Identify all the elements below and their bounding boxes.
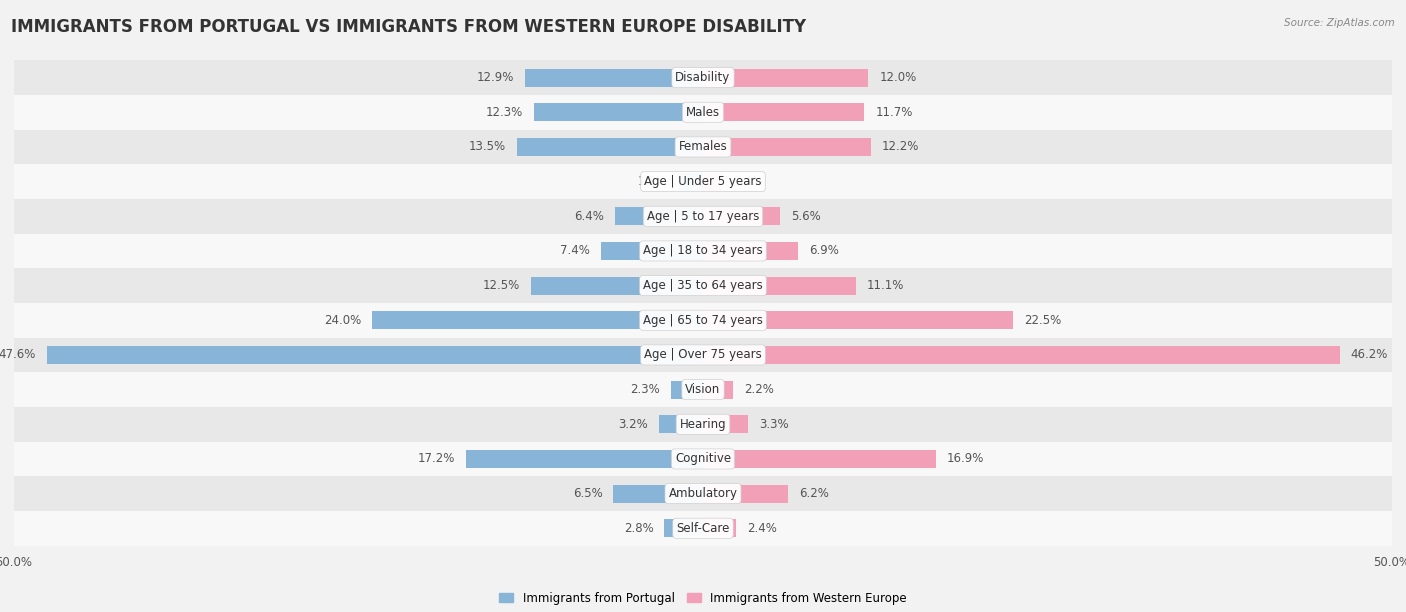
Bar [373,312,703,329]
Text: 46.2%: 46.2% [1351,348,1388,362]
Bar [465,450,703,468]
Text: Age | 65 to 74 years: Age | 65 to 74 years [643,314,763,327]
Bar [703,138,872,156]
Bar [14,130,1392,164]
Text: Age | 5 to 17 years: Age | 5 to 17 years [647,210,759,223]
Text: 6.2%: 6.2% [800,487,830,500]
Bar [703,173,723,190]
Bar [14,199,1392,234]
Bar [600,242,703,260]
Text: 2.3%: 2.3% [630,383,661,396]
Bar [14,164,1392,199]
Bar [14,95,1392,130]
Bar [531,277,703,294]
Text: 12.9%: 12.9% [477,71,515,84]
Text: Age | 18 to 34 years: Age | 18 to 34 years [643,244,763,258]
Bar [14,442,1392,476]
Bar [14,372,1392,407]
Bar [703,207,780,225]
Text: 7.4%: 7.4% [560,244,591,258]
Text: 3.3%: 3.3% [759,418,789,431]
Text: 16.9%: 16.9% [946,452,984,466]
Text: 2.2%: 2.2% [744,383,775,396]
Bar [665,519,703,537]
Text: 22.5%: 22.5% [1024,314,1062,327]
Bar [703,519,737,537]
Text: 1.8%: 1.8% [637,175,668,188]
Bar [703,381,734,398]
Text: Age | Under 5 years: Age | Under 5 years [644,175,762,188]
Text: 3.2%: 3.2% [619,418,648,431]
Text: 11.1%: 11.1% [868,279,904,292]
Bar [703,485,789,502]
Text: Self-Care: Self-Care [676,522,730,535]
Text: 5.6%: 5.6% [792,210,821,223]
Bar [14,303,1392,338]
Text: 12.2%: 12.2% [882,140,920,154]
Bar [614,207,703,225]
Bar [703,450,936,468]
Text: Males: Males [686,106,720,119]
Bar [703,346,1340,364]
Bar [14,234,1392,268]
Text: 6.4%: 6.4% [574,210,603,223]
Text: 17.2%: 17.2% [418,452,456,466]
Text: Vision: Vision [685,383,721,396]
Text: 12.5%: 12.5% [482,279,520,292]
Text: 12.0%: 12.0% [879,71,917,84]
Text: Source: ZipAtlas.com: Source: ZipAtlas.com [1284,18,1395,28]
Text: Age | 35 to 64 years: Age | 35 to 64 years [643,279,763,292]
Text: 24.0%: 24.0% [323,314,361,327]
Bar [14,407,1392,442]
Text: 2.4%: 2.4% [747,522,778,535]
Text: Hearing: Hearing [679,418,727,431]
Text: IMMIGRANTS FROM PORTUGAL VS IMMIGRANTS FROM WESTERN EUROPE DISABILITY: IMMIGRANTS FROM PORTUGAL VS IMMIGRANTS F… [11,18,807,36]
Bar [517,138,703,156]
Text: 12.3%: 12.3% [485,106,523,119]
Bar [703,103,865,121]
Bar [671,381,703,398]
Bar [14,60,1392,95]
Text: 6.5%: 6.5% [572,487,602,500]
Text: 6.9%: 6.9% [808,244,839,258]
Bar [526,69,703,87]
Bar [14,511,1392,546]
Bar [14,268,1392,303]
Text: Ambulatory: Ambulatory [668,487,738,500]
Legend: Immigrants from Portugal, Immigrants from Western Europe: Immigrants from Portugal, Immigrants fro… [495,587,911,610]
Bar [48,346,703,364]
Bar [613,485,703,502]
Text: 1.4%: 1.4% [734,175,763,188]
Text: 13.5%: 13.5% [468,140,506,154]
Text: 11.7%: 11.7% [875,106,912,119]
Text: Age | Over 75 years: Age | Over 75 years [644,348,762,362]
Bar [14,476,1392,511]
Bar [659,416,703,433]
Bar [703,312,1012,329]
Bar [703,69,869,87]
Text: 2.8%: 2.8% [624,522,654,535]
Bar [14,338,1392,372]
Bar [678,173,703,190]
Bar [703,416,748,433]
Bar [703,277,856,294]
Bar [703,242,799,260]
Bar [533,103,703,121]
Text: Cognitive: Cognitive [675,452,731,466]
Text: 47.6%: 47.6% [0,348,37,362]
Text: Disability: Disability [675,71,731,84]
Text: Females: Females [679,140,727,154]
